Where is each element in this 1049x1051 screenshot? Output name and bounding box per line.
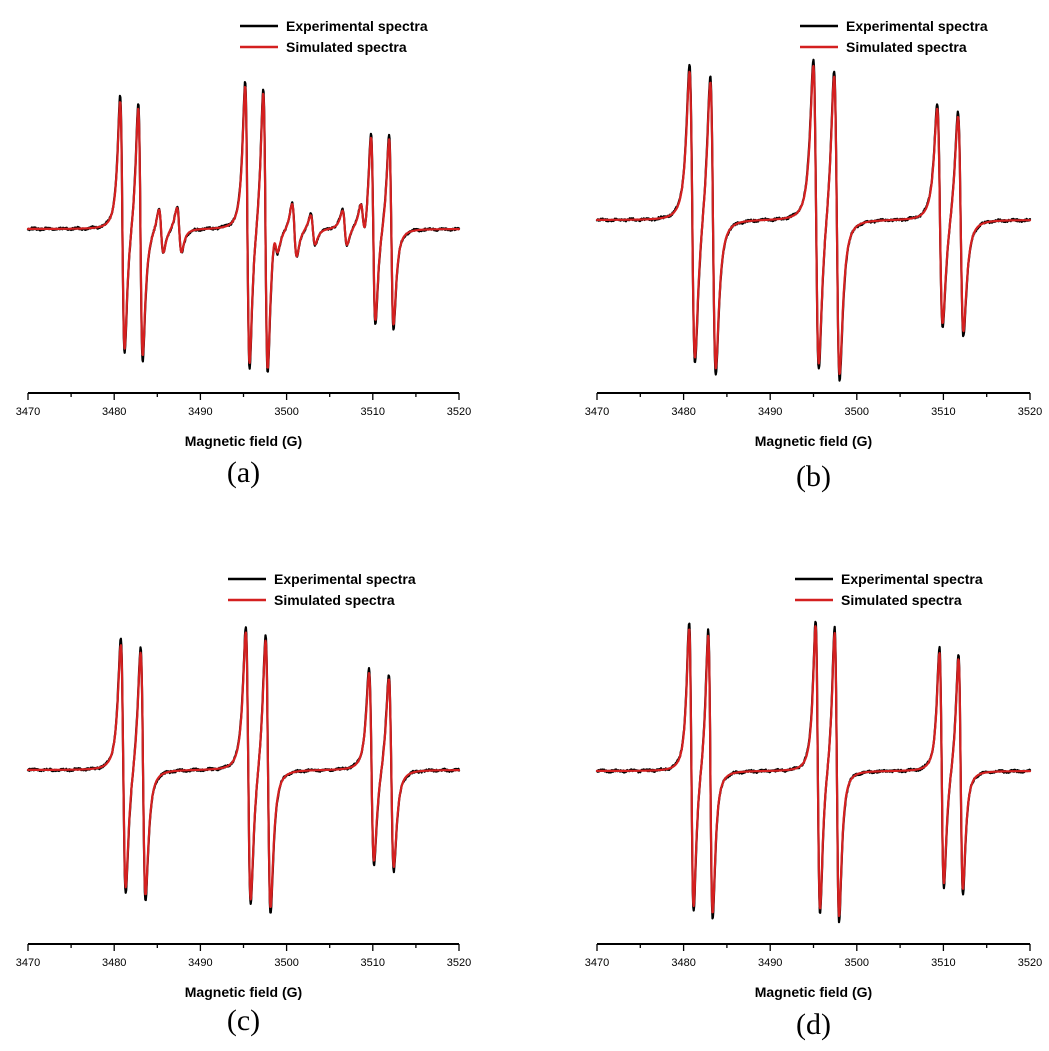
- x-tick-label: 3500: [274, 957, 298, 969]
- x-tick-label: 3490: [188, 957, 212, 969]
- chart-panel-3: 3470 3480 3490 3500 3510 3520 Magnetic field (…: [16, 571, 471, 1037]
- x-tick-label: 3470: [585, 957, 609, 969]
- series-line-simulated: [595, 64, 1032, 376]
- chart-panel-2: 3470 3480 3490 3500 3510 3520 Magnetic field (…: [585, 18, 1042, 493]
- x-tick-label: 3520: [447, 406, 471, 418]
- x-tick-label: 3490: [758, 957, 782, 969]
- legend-label: Simulated spectra: [286, 39, 407, 55]
- legend-label: Simulated spectra: [846, 39, 967, 55]
- x-tick-label: 3500: [845, 406, 869, 418]
- x-tick-label: 3470: [16, 406, 40, 418]
- x-tick-label: 3520: [1018, 406, 1042, 418]
- legend-label: Simulated spectra: [841, 592, 962, 608]
- chart-panel-4: 3470 3480 3490 3500 3510 3520 Magnetic field (…: [585, 571, 1042, 1041]
- x-tick-label: 3510: [931, 406, 955, 418]
- legend-label: Experimental spectra: [274, 571, 416, 587]
- series-line-experimental: [595, 58, 1032, 382]
- x-tick-label: 3510: [931, 957, 955, 969]
- legend-label: Experimental spectra: [841, 571, 983, 587]
- panel-label: (b): [796, 460, 831, 493]
- x-axis-title: Magnetic field (G): [755, 984, 872, 1000]
- x-tick-label: 3510: [361, 406, 385, 418]
- x-axis-title: Magnetic field (G): [185, 984, 302, 1000]
- x-tick-label: 3490: [758, 406, 782, 418]
- x-tick-label: 3520: [447, 957, 471, 969]
- x-tick-label: 3480: [671, 957, 695, 969]
- x-axis-title: Magnetic field (G): [755, 433, 872, 449]
- panel-label: (a): [227, 456, 260, 489]
- x-tick-label: 3470: [585, 406, 609, 418]
- panel-label: (d): [796, 1008, 831, 1041]
- x-tick-label: 3520: [1018, 957, 1042, 969]
- x-tick-label: 3500: [845, 957, 869, 969]
- x-tick-label: 3470: [16, 957, 40, 969]
- legend-label: Experimental spectra: [286, 18, 428, 34]
- legend-label: Experimental spectra: [846, 18, 988, 34]
- x-tick-label: 3500: [274, 406, 298, 418]
- legend-label: Simulated spectra: [274, 592, 395, 608]
- x-tick-label: 3480: [102, 406, 126, 418]
- x-axis-title: Magnetic field (G): [185, 433, 302, 449]
- x-tick-label: 3480: [671, 406, 695, 418]
- x-tick-label: 3480: [102, 957, 126, 969]
- panel-label: (c): [227, 1004, 260, 1037]
- chart-panel-1: 3470 3480 3490 3500 3510 3520 Magnetic field (…: [16, 18, 471, 489]
- x-tick-label: 3510: [361, 957, 385, 969]
- series-line-simulated: [595, 625, 1032, 918]
- series-line-simulated: [26, 631, 461, 909]
- x-tick-label: 3490: [188, 406, 212, 418]
- series-line-simulated: [26, 85, 461, 369]
